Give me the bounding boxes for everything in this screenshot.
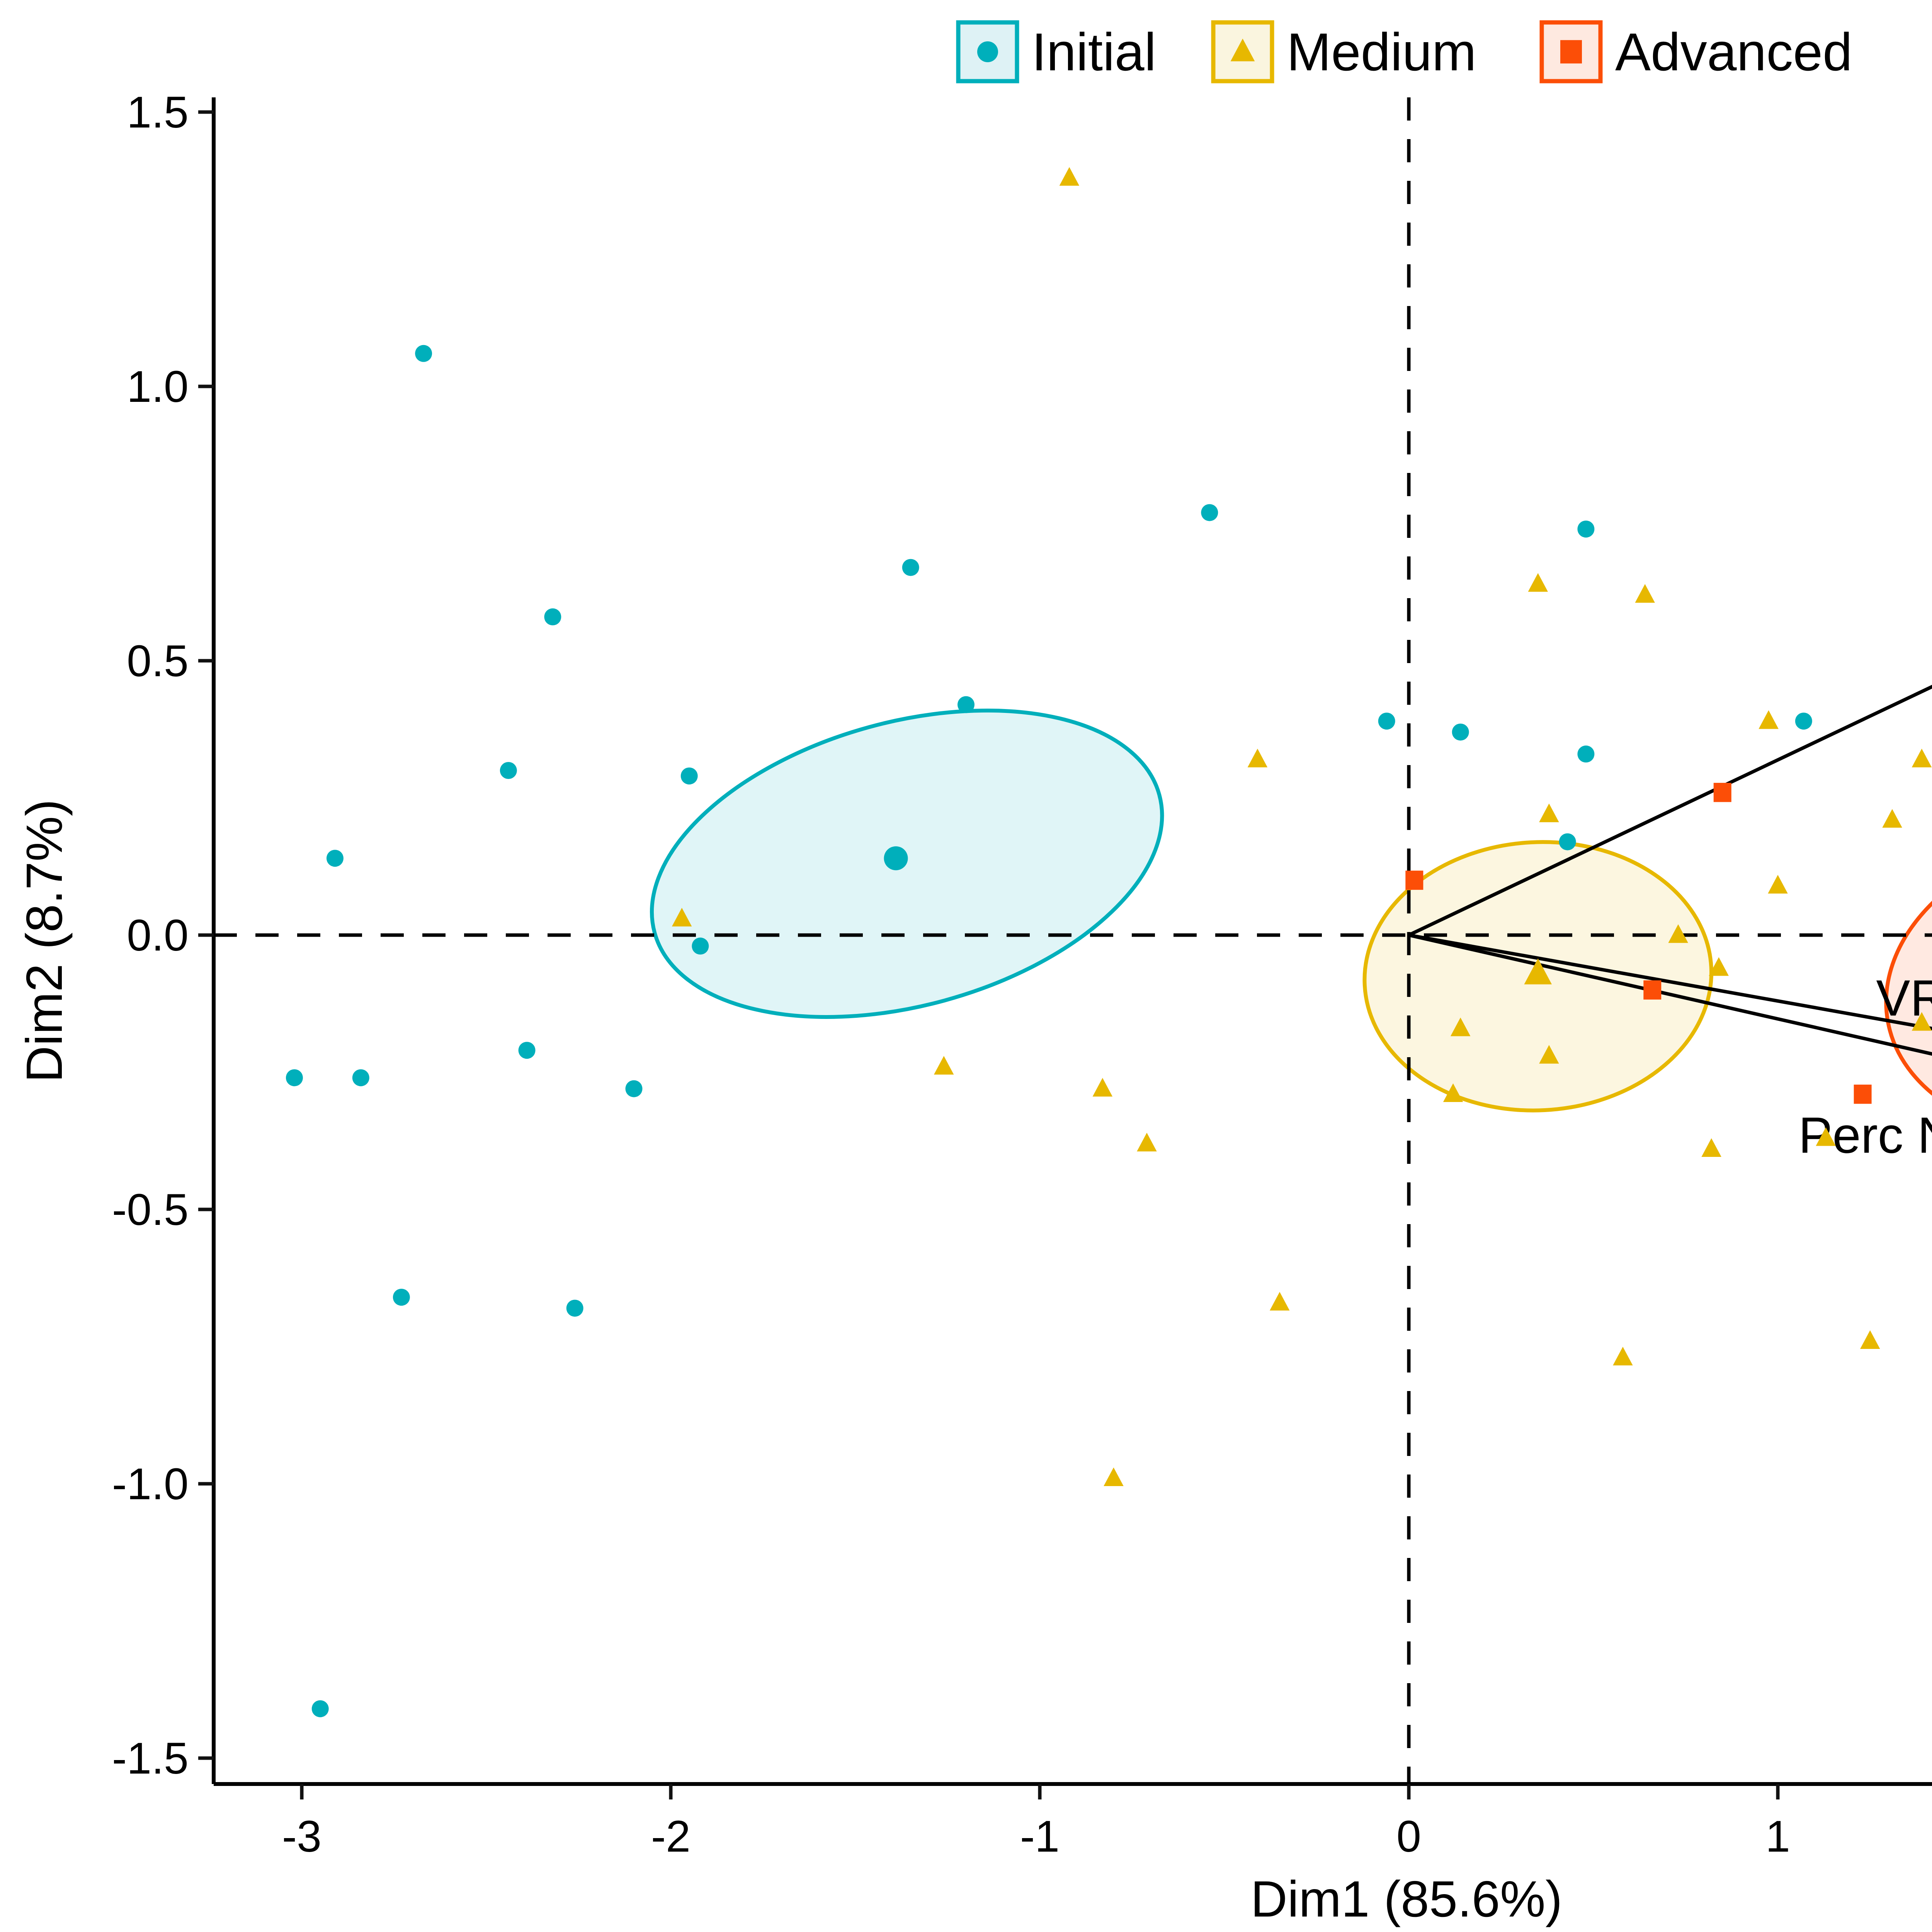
- data-point: [1643, 980, 1662, 1000]
- data-point: [692, 937, 709, 955]
- data-point: [1059, 167, 1080, 186]
- x-tick-label: -2: [651, 1812, 690, 1861]
- data-point: [352, 1069, 369, 1087]
- y-axis-title: Dim2 (8.7%): [16, 799, 73, 1082]
- data-point: [1709, 957, 1729, 976]
- data-point: [902, 559, 919, 576]
- variable-arrow-perc-nco: [1408, 933, 1932, 1056]
- x-tick-label: -3: [282, 1812, 321, 1861]
- data-point: [1613, 1347, 1633, 1366]
- data-point: [625, 1080, 643, 1097]
- group-centroids: [884, 846, 1552, 985]
- legend-item-medium: Medium: [1211, 20, 1476, 83]
- data-point: [518, 1042, 536, 1059]
- y-tick-label: 0.0: [127, 911, 189, 960]
- data-point: [500, 762, 517, 779]
- legend-item-initial: Initial: [956, 20, 1156, 83]
- y-tick-label: -1.0: [112, 1459, 189, 1509]
- data-point: [672, 908, 692, 927]
- x-axis-title: Dim1 (85.6%): [1251, 1871, 1563, 1927]
- data-point: [544, 608, 561, 626]
- data-point: [1635, 584, 1655, 603]
- data-point: [1882, 809, 1902, 828]
- x-tick-label: 1: [1765, 1812, 1790, 1861]
- data-point: [1450, 1017, 1471, 1036]
- zero-lines: [214, 97, 1932, 1784]
- x-tick-label: 0: [1396, 1812, 1421, 1861]
- y-tick-label: 1.5: [127, 88, 189, 137]
- legend-label: Advanced: [1615, 22, 1852, 82]
- x-tick-label: -1: [1020, 1812, 1060, 1861]
- legend-item-advanced: Advanced: [1539, 20, 1852, 83]
- data-point: [566, 1299, 583, 1317]
- data-point: [1854, 1084, 1872, 1104]
- data-point: [1378, 713, 1395, 730]
- data-points-advanced: [1405, 782, 1872, 1104]
- data-point: [1768, 875, 1788, 894]
- legend-label: Medium: [1287, 22, 1476, 82]
- data-point: [1860, 1330, 1880, 1349]
- data-point: [1452, 723, 1469, 741]
- data-point: [1201, 504, 1218, 521]
- data-point: [1247, 748, 1268, 767]
- data-point: [1443, 1083, 1463, 1102]
- data-point: [1816, 1127, 1836, 1146]
- data-point: [415, 345, 432, 362]
- data-point: [680, 767, 698, 785]
- data-point: [934, 1056, 954, 1075]
- data-point: [1795, 713, 1812, 730]
- legend-marker-circle-icon: [977, 41, 998, 62]
- data-point: [1104, 1467, 1124, 1486]
- y-tick-label: -1.5: [112, 1734, 189, 1783]
- data-point: [1713, 782, 1731, 802]
- y-tick-label: 1.0: [127, 362, 189, 412]
- centroid-medium: [1524, 958, 1552, 985]
- legend-marker-triangle-icon: [1230, 38, 1255, 61]
- axes: -3-2-10123-1.5-1.0-0.50.00.51.01.5: [112, 88, 1932, 1861]
- data-point: [1668, 924, 1688, 943]
- data-point: [1092, 1078, 1113, 1097]
- data-point: [1405, 871, 1423, 890]
- data-point: [1539, 1045, 1559, 1064]
- data-point: [286, 1069, 303, 1087]
- data-points: [286, 167, 1932, 1718]
- y-tick-label: -0.5: [112, 1185, 189, 1235]
- variable-arrow-vrm: [1408, 933, 1932, 1031]
- data-point: [1577, 745, 1595, 763]
- data-points-medium: [672, 167, 1932, 1486]
- data-points-initial: [286, 345, 1812, 1718]
- legend-label: Initial: [1032, 22, 1156, 82]
- data-point: [1577, 520, 1595, 538]
- data-point: [1137, 1133, 1157, 1151]
- legend-key-triangle-icon: [1211, 20, 1274, 83]
- data-point: [393, 1289, 410, 1306]
- data-point: [326, 850, 344, 867]
- data-point: [1559, 833, 1576, 850]
- data-point: [1912, 1012, 1932, 1031]
- data-point: [1701, 1138, 1721, 1157]
- confidence-ellipse-initial: [650, 708, 1164, 1019]
- confidence-ellipses: [650, 708, 1932, 1139]
- data-point: [311, 1700, 329, 1718]
- data-point: [1528, 573, 1548, 592]
- data-point: [1912, 748, 1932, 767]
- legend-marker-square-icon: [1560, 40, 1582, 64]
- y-tick-label: 0.5: [127, 636, 189, 686]
- data-point: [1269, 1292, 1290, 1311]
- centroid-initial: [884, 846, 908, 871]
- variable-label-perc-nco: Perc Nco: [1798, 1107, 1932, 1163]
- data-point: [1759, 710, 1779, 729]
- data-point: [957, 696, 975, 713]
- legend: Initial Medium Advanced: [956, 20, 1852, 83]
- variable-arrows: Log SDIVRMPerc Nco: [1408, 685, 1932, 1163]
- data-point: [1539, 803, 1559, 822]
